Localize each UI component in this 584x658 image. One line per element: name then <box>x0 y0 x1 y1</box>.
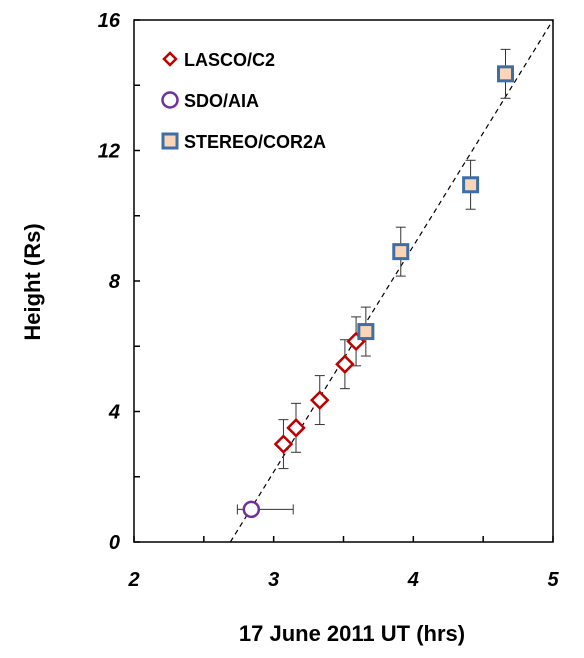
legend-swatch-sdo-aia <box>161 91 179 109</box>
point-lasco-c2 <box>309 390 330 410</box>
legend-swatch-lasco-c2 <box>162 51 178 67</box>
point-lasco-c2 <box>335 354 355 374</box>
point-lasco-c2 <box>286 418 306 438</box>
legend-label-stereo-cor2a: STEREO/COR2A <box>184 132 326 152</box>
point-sdo-aia <box>242 500 261 519</box>
y-tick-label: 4 <box>108 402 120 424</box>
data-markers <box>242 65 515 519</box>
x-tick-label: 4 <box>407 569 419 591</box>
y-tick-label: 0 <box>109 532 120 554</box>
point-stereo-cor2a <box>392 243 410 261</box>
y-tick-label: 12 <box>98 141 120 163</box>
fit-line-layer <box>229 19 554 543</box>
y-tick-label: 8 <box>109 271 121 293</box>
legend-swatch-stereo-cor2a <box>161 132 179 150</box>
point-stereo-cor2a <box>462 176 480 194</box>
x-axis-title: 17 June 2011 UT (hrs) <box>239 621 465 646</box>
x-tick-label: 5 <box>547 569 559 591</box>
point-stereo-cor2a <box>357 323 375 341</box>
y-axis-title: Height (Rs) <box>20 223 45 340</box>
legend-label-lasco-c2: LASCO/C2 <box>184 50 275 70</box>
fit-line <box>229 19 554 543</box>
y-tick-label: 16 <box>98 10 121 32</box>
x-tick-label: 2 <box>127 569 139 591</box>
legend-label-sdo-aia: SDO/AIA <box>184 91 259 111</box>
point-stereo-cor2a <box>497 65 515 83</box>
x-tick-label: 3 <box>268 569 279 591</box>
point-lasco-c2 <box>273 434 294 454</box>
legend: LASCO/C2 SDO/AIA STEREO/COR2A <box>161 50 326 152</box>
axis-ticks: 2 3 4 5 0 4 8 12 16 <box>98 10 560 591</box>
